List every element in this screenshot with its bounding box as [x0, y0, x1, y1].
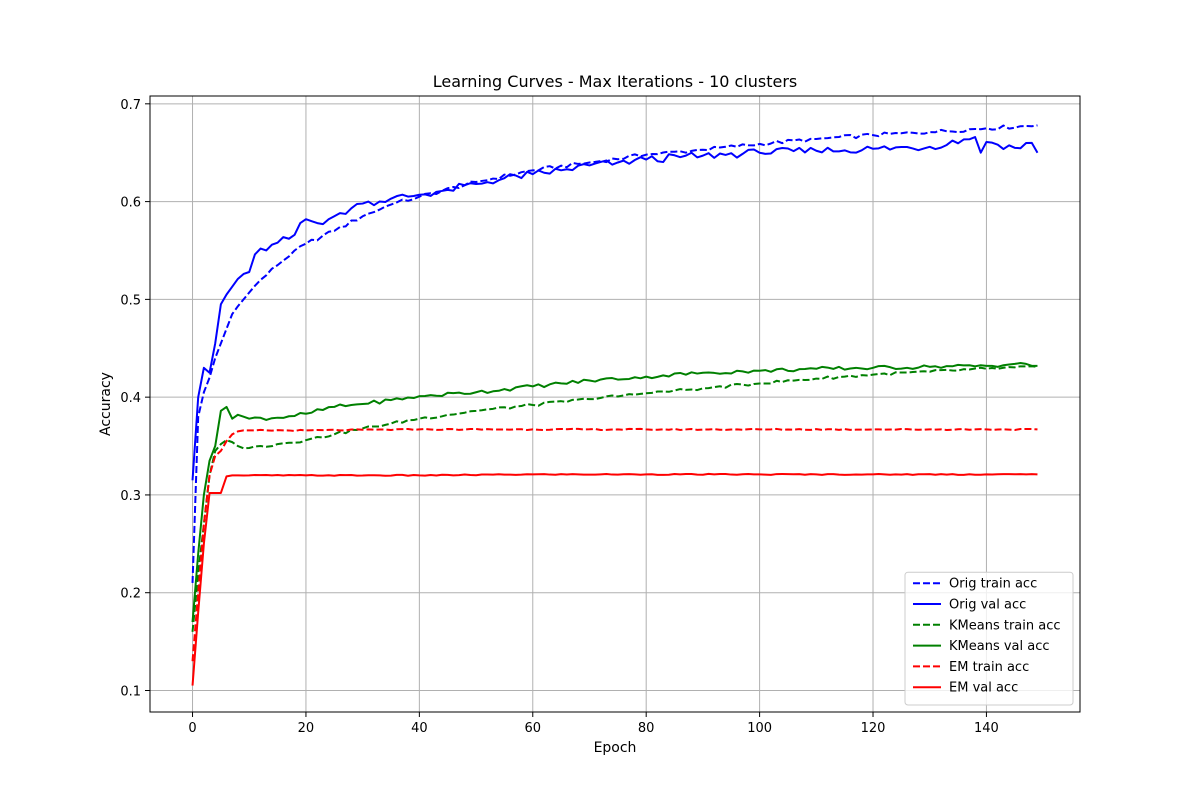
- legend-label: Orig val acc: [949, 598, 1026, 613]
- legend-label: Orig train acc: [949, 577, 1037, 592]
- x-tick-label: 20: [298, 721, 315, 736]
- legend: Orig train acc Orig val acc KMeans train a…: [904, 571, 1074, 706]
- x-tick-label: 80: [638, 721, 655, 736]
- y-tick-label: 0.3: [120, 489, 141, 504]
- axis-ticks: 0 20 40 60 80 100 120 140 0.1 0.2 0.3 0.4 0.5 0.6 0.7: [120, 98, 999, 736]
- x-tick-label: 0: [188, 721, 196, 736]
- series-line: [191, 427, 1038, 662]
- y-tick-label: 0.2: [120, 587, 141, 602]
- series-lines: [191, 124, 1039, 686]
- x-axis-label: Epoch: [594, 740, 637, 756]
- legend-label: KMeans train acc: [949, 618, 1061, 633]
- y-tick-label: 0.5: [120, 293, 141, 308]
- series-line: [191, 362, 1038, 623]
- y-tick-label: 0.7: [120, 98, 141, 113]
- y-axis-label: Accuracy: [98, 372, 114, 436]
- x-tick-label: 120: [861, 721, 886, 736]
- series-line: [191, 136, 1039, 481]
- y-tick-label: 0.6: [120, 196, 141, 211]
- legend-label: EM train acc: [949, 660, 1029, 675]
- series-line: [191, 472, 1038, 686]
- y-tick-label: 0.4: [120, 391, 141, 406]
- x-tick-label: 60: [525, 721, 542, 736]
- legend-box: [904, 571, 1074, 706]
- x-tick-label: 140: [974, 721, 999, 736]
- legend-label: EM val acc: [949, 681, 1018, 696]
- legend-label: KMeans val acc: [949, 639, 1050, 654]
- y-tick-label: 0.1: [120, 684, 141, 699]
- x-tick-label: 100: [747, 721, 772, 736]
- plot-frame: [149, 95, 1081, 713]
- chart-title: Learning Curves - Max Iterations - 10 cl…: [433, 72, 798, 91]
- x-tick-label: 40: [411, 721, 428, 736]
- series-line: [191, 124, 1038, 583]
